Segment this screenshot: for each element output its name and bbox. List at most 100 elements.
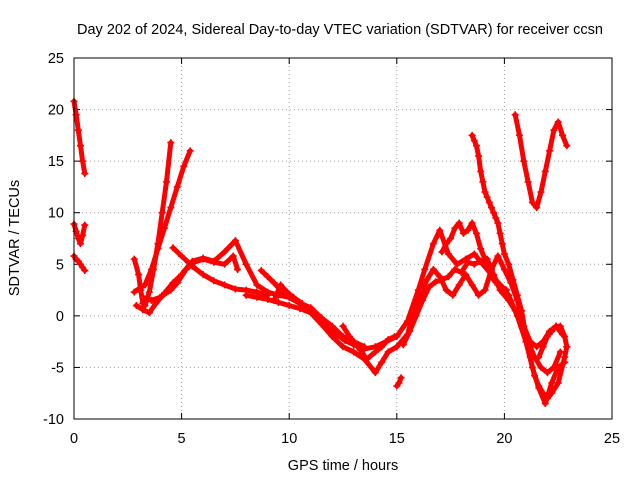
data-point: [397, 374, 405, 382]
data-point: [253, 293, 261, 301]
data-point: [356, 346, 364, 354]
data-point: [315, 317, 323, 325]
chart-title: Day 202 of 2024, Sidereal Day-to-day VTE…: [77, 22, 603, 38]
data-point: [339, 322, 347, 330]
data-point: [554, 379, 562, 387]
data-point: [543, 369, 551, 377]
data-point: [416, 291, 424, 299]
data-point: [436, 226, 444, 234]
data-point: [481, 188, 489, 196]
y-axis-label: SDTVAR / TECUs: [7, 180, 23, 296]
data-point: [477, 245, 485, 253]
data-point: [485, 265, 493, 273]
y-tick-label: 5: [56, 257, 64, 273]
data-point: [274, 298, 282, 306]
data-point: [509, 276, 517, 284]
data-point: [307, 307, 315, 315]
data-point: [199, 255, 207, 263]
data-point: [145, 309, 153, 317]
y-tick-labels: -10 -5 0 5 10 15 20 25: [43, 51, 64, 428]
data-point: [520, 157, 528, 165]
data-point: [173, 183, 181, 191]
data-point: [410, 312, 418, 320]
data-point: [141, 281, 149, 289]
data-point: [556, 322, 564, 330]
data-point: [147, 296, 155, 304]
data-point: [464, 258, 472, 266]
data-point: [167, 204, 175, 212]
data-point: [528, 198, 536, 206]
data-point: [199, 271, 207, 279]
data-point: [498, 283, 506, 291]
data-point: [561, 332, 569, 340]
data-point: [500, 250, 508, 258]
data-point: [139, 306, 147, 314]
y-tick-label: 20: [48, 103, 64, 119]
data-point: [210, 258, 218, 266]
data-point: [221, 260, 229, 268]
data-point: [361, 343, 369, 351]
data-point: [537, 363, 545, 371]
data-point: [221, 248, 229, 256]
data-point: [475, 291, 483, 299]
data-point: [462, 271, 470, 279]
data-point: [505, 260, 513, 268]
data-point: [283, 288, 291, 296]
data-point: [546, 147, 554, 155]
series-arc-15: [411, 253, 565, 350]
data-point: [423, 276, 431, 284]
data-point: [457, 269, 465, 277]
data-point: [79, 157, 87, 165]
data-point: [472, 142, 480, 150]
data-point: [160, 224, 168, 232]
data-point: [503, 286, 511, 294]
data-point: [436, 273, 444, 281]
data-point: [158, 209, 166, 217]
data-point: [76, 240, 84, 248]
data-point: [548, 389, 556, 397]
data-point: [487, 204, 495, 212]
data-point: [453, 260, 461, 268]
data-point: [494, 219, 502, 227]
data-point: [350, 348, 358, 356]
data-point: [257, 266, 265, 274]
data-point: [548, 379, 556, 387]
x-tick-label: 0: [70, 431, 78, 447]
data-point: [455, 219, 463, 227]
data-point: [191, 258, 199, 266]
x-tick-label: 15: [389, 431, 405, 447]
data-point: [490, 276, 498, 284]
data-point: [561, 353, 569, 361]
data-point: [492, 214, 500, 222]
data-point: [539, 389, 547, 397]
data-point: [479, 178, 487, 186]
x-axis-label: GPS time / hours: [288, 458, 398, 474]
data-point: [74, 235, 82, 242]
data-point: [333, 330, 341, 338]
data-point: [350, 338, 358, 346]
data-point: [264, 273, 272, 281]
data-point: [384, 348, 392, 356]
data-point: [384, 336, 392, 344]
data-point: [378, 343, 386, 351]
data-point: [539, 343, 547, 351]
data-point: [234, 265, 242, 273]
data-point: [173, 279, 181, 287]
data-point: [406, 327, 414, 335]
data-point: [477, 257, 485, 265]
data-point: [277, 281, 285, 289]
data-point: [543, 394, 551, 402]
data-point: [470, 250, 478, 258]
data-point: [130, 288, 138, 296]
data-point: [526, 353, 534, 361]
data-point: [464, 226, 472, 234]
data-point: [494, 281, 502, 289]
data-point: [533, 343, 541, 351]
data-point: [399, 341, 407, 349]
data-point: [154, 245, 162, 253]
data-point: [180, 162, 188, 170]
data-point: [429, 240, 437, 248]
y-tick-label: -5: [51, 360, 64, 376]
x-tick-labels: 0 5 10 15 20 25: [70, 431, 620, 447]
